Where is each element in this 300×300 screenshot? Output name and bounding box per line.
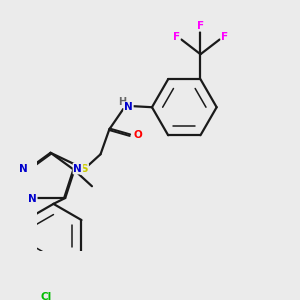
- Text: O: O: [134, 130, 142, 140]
- Text: N: N: [28, 194, 37, 205]
- Text: F: F: [172, 32, 180, 42]
- Text: N: N: [124, 102, 133, 112]
- Text: F: F: [197, 21, 204, 31]
- Text: F: F: [221, 32, 228, 42]
- Text: N: N: [19, 164, 28, 174]
- Text: H: H: [118, 97, 127, 107]
- Text: Cl: Cl: [40, 292, 52, 300]
- Text: N: N: [74, 164, 82, 174]
- Text: S: S: [81, 164, 88, 174]
